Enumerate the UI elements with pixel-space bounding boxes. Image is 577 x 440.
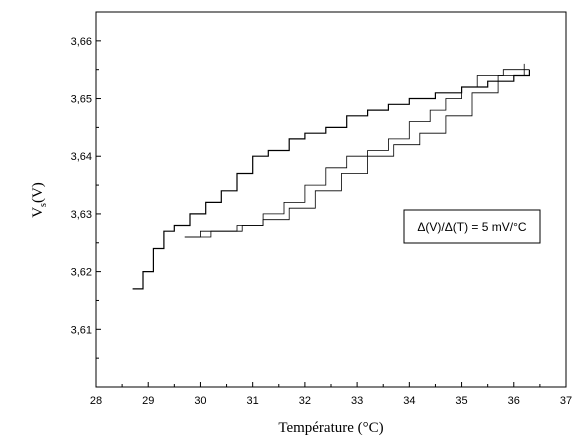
y-axis-ticks: 3,61 3,62 3,63 3,64 3,65 3,66 bbox=[71, 36, 101, 359]
x-tick-label: 36 bbox=[508, 395, 520, 407]
y-axis-title: Vs(V) bbox=[30, 182, 49, 218]
annotation-box bbox=[403, 209, 541, 244]
x-tick-label: 33 bbox=[351, 395, 363, 407]
x-tick-label: 29 bbox=[142, 395, 154, 407]
x-tick-label: 28 bbox=[90, 395, 102, 407]
plot-frame bbox=[95, 11, 567, 388]
x-axis-title: Température (°C) bbox=[278, 420, 383, 436]
y-axis-title-main: V bbox=[30, 207, 46, 218]
y-tick-label: 3,65 bbox=[71, 94, 92, 106]
x-tick-label: 34 bbox=[403, 395, 415, 407]
x-tick-label: 30 bbox=[194, 395, 206, 407]
x-tick-label: 37 bbox=[560, 395, 572, 407]
y-tick-label: 3,63 bbox=[71, 209, 92, 221]
x-tick-label: 35 bbox=[455, 395, 467, 407]
y-axis-title-unit: (V) bbox=[30, 182, 46, 203]
x-axis-ticks: 28 29 30 31 32 33 34 35 36 37 bbox=[90, 382, 572, 407]
series-line-1 bbox=[132, 69, 530, 290]
y-tick-label: 3,62 bbox=[71, 267, 92, 279]
x-tick-label: 31 bbox=[247, 395, 259, 407]
x-tick-label: 32 bbox=[299, 395, 311, 407]
series-line-3 bbox=[184, 63, 525, 238]
y-axis-title-sub: s bbox=[38, 203, 49, 207]
y-tick-label: 3,64 bbox=[71, 151, 92, 163]
y-tick-label: 3,66 bbox=[71, 36, 92, 48]
series-layer bbox=[132, 63, 530, 290]
y-tick-label: 3,61 bbox=[71, 324, 92, 336]
annotation-text: Δ(V)/Δ(T) = 5 mV/°C bbox=[417, 220, 527, 234]
